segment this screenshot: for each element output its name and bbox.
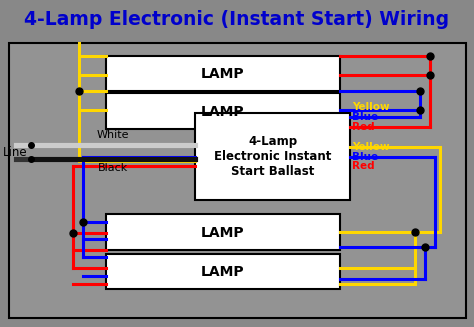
Text: LAMP: LAMP	[201, 105, 244, 118]
Text: Blue: Blue	[352, 151, 378, 162]
Text: Yellow: Yellow	[352, 102, 390, 112]
Bar	[106, 56, 340, 91]
Text: Red: Red	[352, 122, 375, 131]
Text: 4-Lamp
Electronic Instant
Start Ballast: 4-Lamp Electronic Instant Start Ballast	[214, 135, 331, 178]
Bar	[195, 112, 350, 200]
Bar	[106, 215, 340, 250]
Bar	[9, 43, 466, 318]
Text: LAMP: LAMP	[201, 265, 244, 279]
Bar	[106, 93, 340, 129]
Text: Black: Black	[97, 163, 128, 173]
Text: White: White	[96, 130, 129, 141]
Text: 4-Lamp Electronic (Instant Start) Wiring: 4-Lamp Electronic (Instant Start) Wiring	[25, 10, 449, 29]
Text: Red: Red	[352, 161, 375, 171]
Text: Line: Line	[3, 146, 28, 159]
Text: Yellow: Yellow	[352, 142, 390, 152]
Text: LAMP: LAMP	[201, 226, 244, 240]
Text: LAMP: LAMP	[201, 67, 244, 81]
Bar	[106, 254, 340, 289]
Text: Blue: Blue	[352, 112, 378, 122]
